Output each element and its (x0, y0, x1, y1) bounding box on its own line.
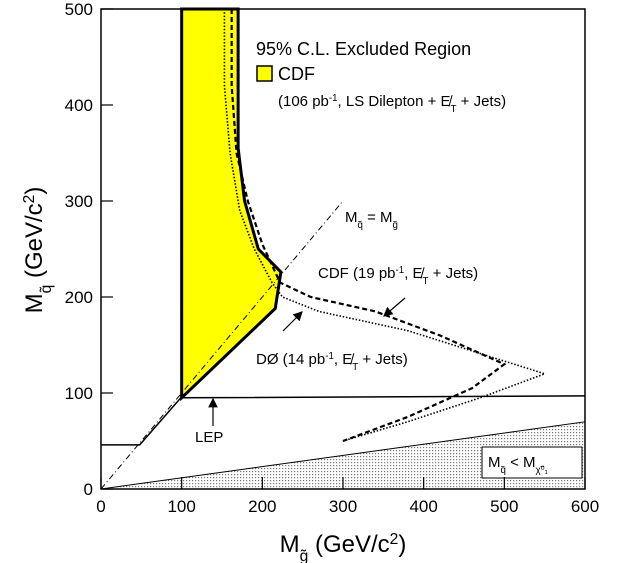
legend-swatch (256, 65, 273, 82)
text-part: , LS Dilepton + E̸ (338, 93, 454, 110)
text-part: M (488, 454, 501, 471)
text-part: q̃ (500, 465, 506, 476)
x-tick-label: 300 (329, 497, 357, 516)
series-dashed (230, 9, 507, 443)
text-part: ) (21, 187, 48, 195)
text-part: (GeV/c (21, 203, 48, 284)
annotation: Mq̃ = Mg̃ (345, 209, 398, 231)
text-part: T (423, 276, 429, 287)
text-part: 2 (21, 195, 38, 204)
y-axis-label: Mq̃ (GeV/c2) (21, 187, 55, 314)
x-axis-label: Mg̃ (GeV/c2) (280, 531, 407, 563)
text-part: = M (363, 209, 393, 226)
text-part: -1 (325, 351, 334, 362)
text-part: -1 (396, 265, 405, 276)
title: 95% C.L. Excluded Region (256, 39, 471, 59)
text-part: 2 (390, 531, 399, 548)
x-tick-label: 200 (248, 497, 276, 516)
text-part: T (451, 104, 457, 115)
x-tick-label: 100 (167, 497, 195, 516)
text-part: LEP (195, 429, 223, 446)
text-part: + Jets) (429, 265, 479, 282)
text-part: DØ (14 pb (256, 351, 325, 368)
text-part: χ̃⁰₁ (536, 465, 549, 476)
series-solid (101, 395, 586, 446)
text-part: g̃ (392, 220, 398, 231)
y-tick-label: 100 (65, 384, 93, 403)
label-box (481, 446, 583, 479)
text-part: CDF (278, 64, 315, 84)
text-part: q̃ (38, 285, 55, 294)
x-tick-label: 500 (490, 497, 518, 516)
text-part: 95% C.L. Excluded Region (256, 39, 471, 59)
text-part: CDF (19 pb (318, 265, 396, 282)
text-part: < M (506, 454, 536, 471)
arrow (282, 311, 303, 332)
text-part: , E̸ (334, 351, 355, 368)
text-part: T (352, 362, 358, 373)
annotation: Mq̃ < Mχ̃⁰₁ (488, 454, 549, 476)
x-tick-label: 400 (409, 497, 437, 516)
y-tick-label: 500 (65, 0, 93, 19)
text-part: + Jets) (457, 93, 507, 110)
y-tick-label: 400 (65, 96, 93, 115)
text-part: q̃ (357, 220, 363, 231)
annotation: CDF (19 pb-1, E̸T + Jets) (318, 265, 478, 287)
arrow (383, 297, 406, 317)
series-dashdot (100, 200, 344, 490)
text-part: M (280, 531, 300, 558)
text-part: ) (398, 531, 406, 558)
frame (100, 8, 586, 490)
text-part: g̃ (300, 548, 309, 563)
text-part: (GeV/c (308, 531, 389, 558)
annotation: DØ (14 pb-1, E̸T + Jets) (256, 351, 408, 373)
x-tick-label: 600 (571, 497, 599, 516)
text-part: M (345, 209, 358, 226)
annotation: LEP (195, 429, 223, 446)
text-part: M (21, 293, 48, 313)
legend-label: CDF (278, 64, 315, 84)
text-part: , E̸ (404, 265, 425, 282)
text-part: (106 pb (278, 93, 329, 110)
plot-area (100, 7, 586, 490)
text-part: + Jets) (358, 351, 408, 368)
annotation: (106 pb-1, LS Dilepton + E̸T + Jets) (278, 93, 506, 115)
text-part: -1 (329, 93, 338, 104)
y-tick-label: 0 (84, 480, 93, 499)
y-tick-label: 200 (65, 288, 93, 307)
y-tick-label: 300 (65, 192, 93, 211)
x-tick-label: 0 (96, 497, 105, 516)
